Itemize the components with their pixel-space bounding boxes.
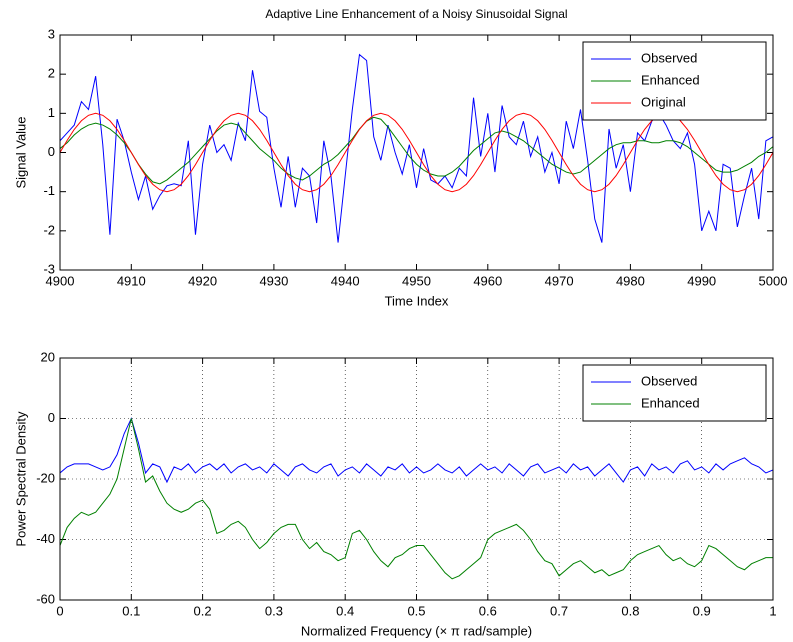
x-tick-label: 4940: [331, 273, 360, 288]
y-tick-label: -3: [43, 261, 55, 276]
legend-box: [582, 364, 767, 422]
x-tick-label: 0.3: [265, 603, 283, 618]
x-tick-label: 4920: [188, 273, 217, 288]
chart-title: Adaptive Line Enhancement of a Noisy Sin…: [265, 7, 567, 21]
series-line: [60, 116, 773, 185]
legend-label: Observed: [641, 50, 697, 65]
x-tick-label: 4950: [402, 273, 431, 288]
x-tick-label: 4900: [46, 273, 75, 288]
y-tick-label: 1: [48, 105, 55, 120]
axes-frame: [59, 357, 774, 601]
x-tick-label: 4930: [259, 273, 288, 288]
series-line: [60, 417, 773, 484]
y-axis-label: Signal Value: [13, 116, 28, 188]
y-tick-label: 0: [48, 410, 55, 425]
legend-label: Enhanced: [641, 395, 700, 410]
x-tick-label: 4980: [616, 273, 645, 288]
legend-label: Enhanced: [641, 72, 700, 87]
series-line: [60, 418, 773, 580]
x-tick-label: 0: [56, 603, 63, 618]
x-tick-label: 0.1: [122, 603, 140, 618]
y-axis-label: Power Spectral Density: [13, 411, 28, 547]
x-tick-label: 4910: [117, 273, 146, 288]
x-tick-label: 0.4: [336, 603, 354, 618]
x-tick-label: 0.2: [194, 603, 212, 618]
y-tick-label: -60: [36, 591, 55, 606]
x-tick-label: 4990: [687, 273, 716, 288]
y-tick-label: 0: [48, 144, 55, 159]
x-tick-label: 4960: [473, 273, 502, 288]
y-tick-label: -1: [43, 183, 55, 198]
x-tick-label: 0.8: [621, 603, 639, 618]
y-tick-label: 20: [41, 349, 55, 364]
y-tick-label: -20: [36, 470, 55, 485]
x-tick-label: 0.5: [407, 603, 425, 618]
x-tick-label: 1: [769, 603, 776, 618]
x-tick-label: 0.7: [550, 603, 568, 618]
y-tick-label: 2: [48, 66, 55, 81]
axes-frame: [59, 34, 774, 271]
y-tick-label: 3: [48, 26, 55, 41]
x-tick-label: 0.9: [693, 603, 711, 618]
legend-label: Observed: [641, 373, 697, 388]
x-axis-label: Time Index: [385, 293, 449, 308]
y-tick-label: -40: [36, 531, 55, 546]
x-tick-label: 5000: [759, 273, 788, 288]
x-axis-label: Normalized Frequency (× π rad/sample): [301, 623, 532, 638]
legend-label: Original: [641, 94, 686, 109]
x-tick-label: 0.6: [479, 603, 497, 618]
x-tick-label: 4970: [545, 273, 574, 288]
y-tick-label: -2: [43, 222, 55, 237]
